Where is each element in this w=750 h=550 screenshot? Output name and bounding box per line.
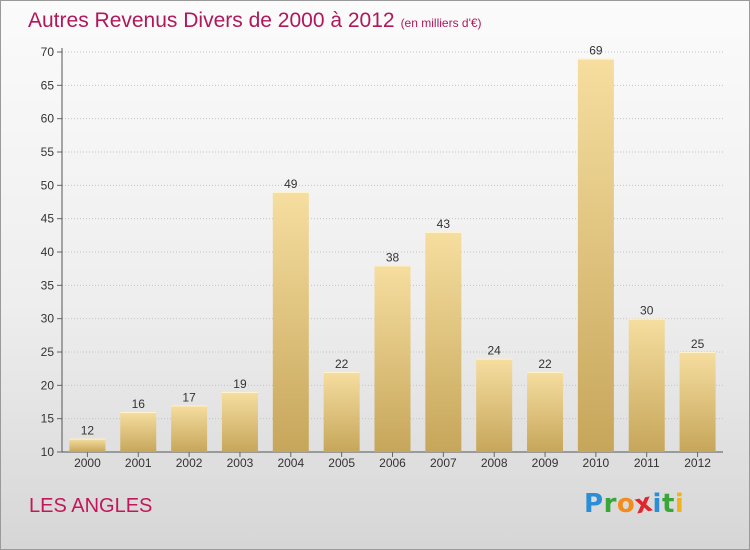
y-tick-label: 55 — [41, 145, 55, 159]
y-tick-label: 50 — [41, 178, 55, 192]
x-tick-label: 2003 — [227, 456, 254, 470]
chart-title-text: Autres Revenus Divers de 2000 à 2012 — [28, 9, 395, 32]
bar — [527, 372, 564, 452]
proxiti-logo: Proxiti — [584, 488, 685, 521]
bar — [374, 265, 411, 452]
logo-letter: o — [616, 489, 636, 519]
data-label: 16 — [132, 397, 146, 411]
bar — [272, 192, 309, 452]
logo-letter: t — [661, 489, 675, 519]
x-tick-label: 2005 — [328, 456, 355, 470]
data-label: 22 — [538, 357, 552, 371]
y-tick-label: 45 — [41, 212, 55, 226]
bar — [577, 58, 614, 453]
chart-title: Autres Revenus Divers de 2000 à 2012 (en … — [28, 9, 482, 33]
data-label: 17 — [182, 390, 196, 404]
data-label: 49 — [284, 177, 298, 191]
data-label: 43 — [437, 217, 451, 231]
data-label: 19 — [233, 377, 247, 391]
y-tick-label: 40 — [41, 245, 55, 259]
bar — [679, 352, 716, 452]
data-label: 12 — [81, 424, 95, 438]
bar — [221, 392, 258, 452]
x-tick-label: 2007 — [430, 456, 457, 470]
y-tick-label: 65 — [41, 78, 55, 92]
x-tick-label: 2011 — [634, 456, 660, 470]
y-tick-label: 20 — [41, 378, 55, 392]
y-tick-label: 70 — [41, 45, 55, 59]
x-tick-label: 2009 — [532, 456, 559, 470]
x-tick-label: 2006 — [379, 456, 406, 470]
bar — [476, 358, 513, 452]
y-tick-label: 15 — [41, 412, 55, 426]
data-label: 25 — [691, 337, 705, 351]
bars — [69, 58, 716, 453]
logo-letter: i — [652, 489, 662, 519]
bar — [69, 438, 106, 452]
x-tick-label: 2001 — [125, 456, 152, 470]
x-tick-label: 2008 — [481, 456, 508, 470]
data-label: 69 — [589, 44, 603, 58]
x-tick-label: 2010 — [583, 456, 610, 470]
x-tick-label: 2004 — [277, 456, 304, 470]
axes: 10 15 20 25 30 35 40 45 50 55 60 65 70 — [41, 45, 723, 459]
y-tick-label: 10 — [41, 445, 55, 459]
bar — [628, 318, 665, 452]
y-tick-label: 30 — [41, 312, 55, 326]
data-label: 38 — [386, 250, 400, 264]
data-label: 30 — [640, 304, 654, 318]
labels: 12 2000 16 2001 17 2002 19 2003 49 2004 22 2005 38 20… — [74, 44, 711, 470]
chart-subtitle: (en milliers d'€) — [400, 16, 482, 30]
bar — [323, 372, 360, 452]
place-label: LES ANGLES — [29, 495, 153, 517]
x-tick-label: 2012 — [684, 456, 711, 470]
data-label: 24 — [488, 344, 502, 358]
bar — [120, 412, 157, 452]
bar — [425, 232, 462, 452]
data-label: 22 — [335, 357, 349, 371]
logo-letter: P — [584, 489, 604, 519]
x-tick-label: 2002 — [176, 456, 203, 470]
logo-letter: r — [603, 489, 617, 519]
y-tick-label: 60 — [41, 112, 55, 126]
logo-letter: i — [674, 489, 685, 519]
bar — [171, 405, 208, 452]
y-tick-label: 35 — [41, 278, 55, 292]
y-tick-label: 25 — [41, 345, 55, 359]
x-tick-label: 2000 — [74, 456, 101, 470]
